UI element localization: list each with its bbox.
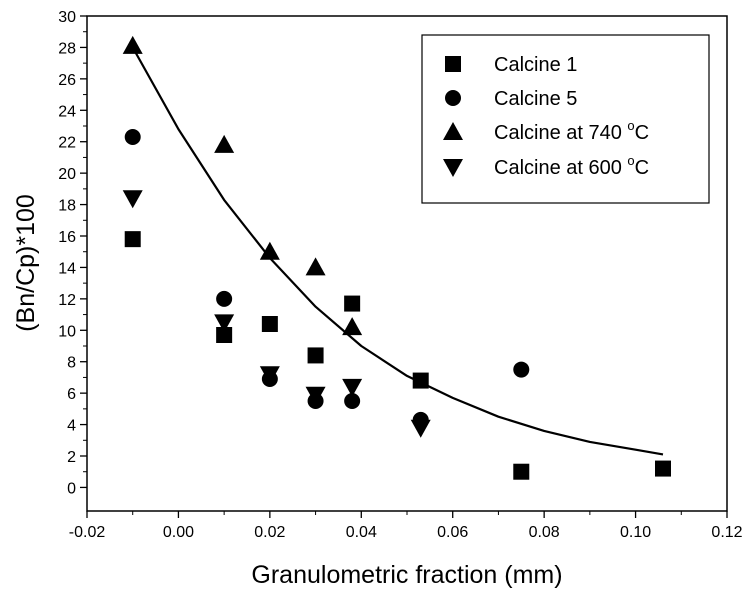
axis-ticks: -0.02 0.00 0.02 0.04 0.06 0.08 0.10 0.120246810… [58, 9, 742, 541]
data-point-triangle-down [259, 366, 280, 385]
legend-label: Calcine 5 [494, 88, 577, 110]
data-point-triangle-down [342, 378, 363, 397]
legend-label: Calcine at 600 oC [494, 153, 649, 179]
data-point-square [344, 295, 361, 312]
legend-marker-triangle-down [443, 159, 463, 177]
data-point-triangle-up [305, 257, 326, 276]
y-tick-label: 12 [58, 292, 76, 309]
data-points-layer [122, 35, 671, 480]
data-point-square [655, 460, 671, 477]
x-tick-label: 0.02 [254, 524, 285, 541]
data-point-triangle-up [214, 134, 235, 153]
legend-marker-triangle-up [443, 122, 463, 140]
x-tick-label: 0.06 [437, 524, 468, 541]
legend-marker-circle [445, 90, 461, 106]
x-tick-label: 0.00 [163, 524, 194, 541]
legend-box [421, 34, 710, 204]
x-tick-label: 0.04 [346, 524, 377, 541]
y-tick-label: 2 [67, 449, 76, 466]
y-tick-label: 4 [67, 418, 76, 435]
x-tick-label: -0.02 [69, 524, 106, 541]
y-tick-label: 20 [58, 166, 76, 183]
fit-curve-layer [131, 46, 664, 456]
y-axis-title: (Bn/Cp)*100 [12, 194, 40, 332]
data-point-triangle-up [259, 241, 280, 260]
y-tick-label: 0 [67, 480, 76, 497]
y-tick-label: 10 [58, 323, 76, 340]
data-point-triangle-down [410, 419, 431, 438]
data-point-square [124, 231, 141, 248]
y-tick-label: 16 [58, 229, 76, 246]
x-tick-label: 0.10 [620, 524, 651, 541]
data-point-circle [124, 129, 141, 145]
legend-marker-square [445, 56, 461, 72]
y-tick-label: 24 [58, 103, 76, 120]
data-point-circle [344, 393, 361, 409]
data-point-square [513, 463, 530, 480]
fit-curve [131, 46, 664, 456]
y-tick-label: 6 [67, 386, 76, 403]
y-tick-label: 28 [58, 40, 76, 57]
data-point-triangle-down [214, 314, 235, 333]
y-tick-label: 8 [67, 355, 76, 372]
data-point-triangle-up [342, 317, 363, 336]
legend: Calcine 1 Calcine 5 Calcine at 740 oC Calci… [421, 34, 710, 204]
data-point-square [412, 372, 429, 389]
x-tick-label: 0.08 [529, 524, 560, 541]
data-point-circle [216, 290, 233, 307]
x-tick-label: 0.12 [711, 524, 742, 541]
data-point-square [261, 316, 278, 332]
data-point-square [216, 327, 233, 343]
data-point-triangle-down [122, 190, 143, 209]
y-tick-label: 26 [58, 72, 76, 89]
data-point-triangle-up [122, 35, 143, 54]
data-point-square [307, 347, 324, 364]
x-axis-title: Granulometric fraction (mm) [251, 561, 562, 589]
y-tick-label: 18 [58, 198, 76, 215]
y-tick-label: 30 [58, 9, 76, 26]
data-point-circle [513, 361, 530, 378]
y-tick-label: 22 [58, 135, 76, 152]
data-point-triangle-down [305, 386, 326, 405]
legend-label: Calcine at 740 oC [494, 118, 649, 144]
legend-label: Calcine 1 [494, 54, 577, 76]
y-tick-label: 14 [58, 260, 76, 277]
